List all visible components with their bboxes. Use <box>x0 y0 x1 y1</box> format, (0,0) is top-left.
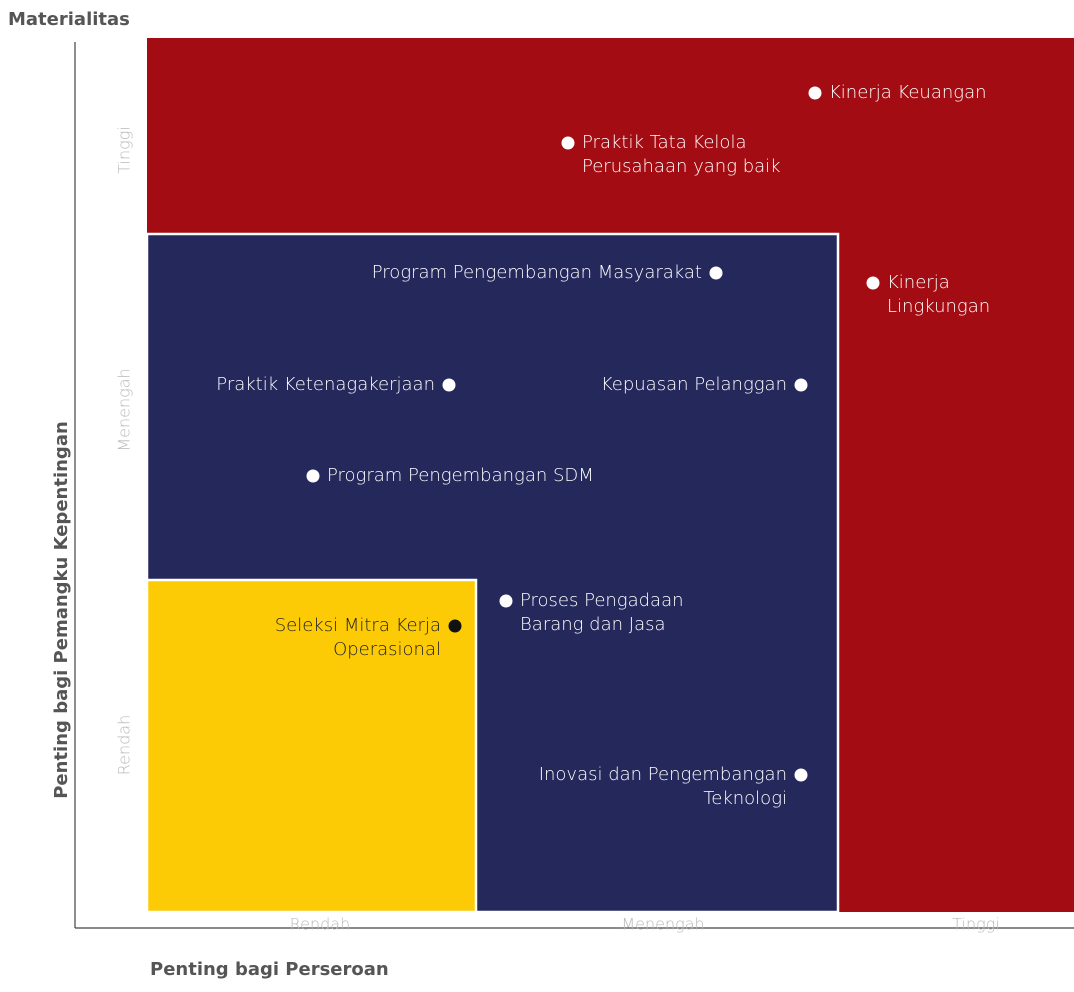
y-axis-title: Penting bagi Pemangku Kepentingan <box>51 421 72 799</box>
item-label: Program Pengembangan SDM <box>327 465 594 486</box>
y-level-label: Menengah <box>115 368 134 451</box>
item-dot <box>561 136 575 150</box>
item-dot <box>808 86 822 100</box>
item-label: Praktik Tata Kelola <box>582 132 746 153</box>
item-dot <box>866 276 880 290</box>
item-label: Proses Pengadaan <box>520 590 684 611</box>
x-level-label: Menengah <box>621 915 704 934</box>
x-level-label: Tinggi <box>952 915 1000 934</box>
content: Tinggi Menengah Rendah Rendah Menengah Tinggi… <box>115 82 1000 934</box>
item-dot <box>794 768 808 782</box>
item-dot <box>794 378 808 392</box>
item-label: Seleksi Mitra Kerja <box>275 615 441 636</box>
item-label: Program Pengembangan Masyarakat <box>372 262 702 283</box>
low-zone <box>145 578 478 914</box>
item-label: Kepuasan Pelanggan <box>601 374 787 395</box>
item-dot <box>306 469 320 483</box>
y-level-label: Rendah <box>115 715 134 775</box>
title: Materialitas <box>8 9 130 30</box>
item-label: Perusahaan yang baik <box>582 156 781 177</box>
item-label: Teknologi <box>703 788 787 809</box>
item-dot <box>709 266 723 280</box>
item-label: Inovasi dan Pengembangan <box>539 764 787 785</box>
item-label: Barang dan Jasa <box>520 614 666 635</box>
y-level-label: Tinggi <box>115 126 134 174</box>
item-dot <box>448 619 462 633</box>
item-label: Praktik Ketenagakerjaan <box>216 374 435 395</box>
item-dot <box>442 378 456 392</box>
x-level-label: Rendah <box>290 915 350 934</box>
x-axis-title: Penting bagi Perseroan <box>150 959 389 980</box>
item-label: Lingkungan <box>887 296 990 317</box>
item-label: Operasional <box>333 639 441 660</box>
item-label: Kinerja Keuangan <box>829 82 987 103</box>
item-label: Kinerja <box>887 272 950 293</box>
item-dot <box>499 594 513 608</box>
